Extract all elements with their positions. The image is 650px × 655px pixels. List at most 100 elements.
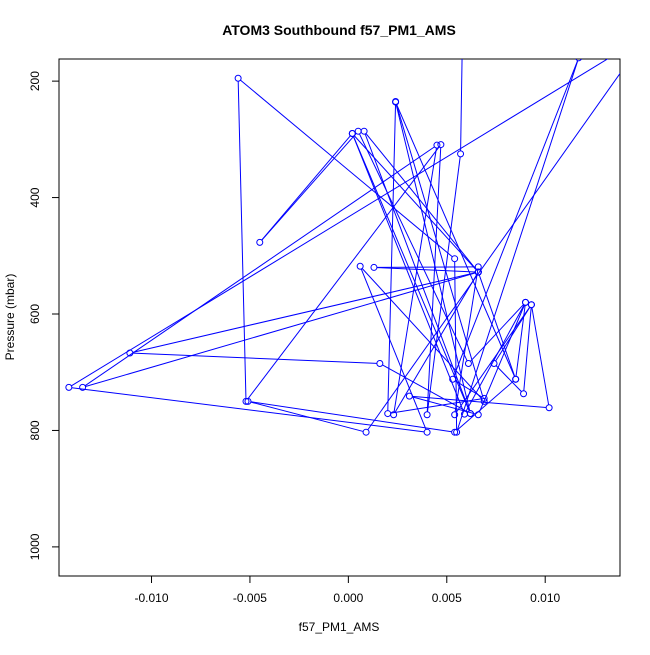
series-line-segment: [85, 272, 476, 388]
series-line-segment: [240, 79, 453, 258]
y-tick-label: 800: [28, 420, 42, 440]
data-point: [480, 394, 488, 402]
series-line-segment: [453, 60, 579, 377]
series-line-segment: [454, 269, 479, 412]
series-layer: [65, 26, 650, 436]
data-point: [457, 150, 465, 158]
data-point: [474, 263, 482, 271]
data-point: [256, 238, 264, 246]
series-line-segment: [376, 267, 476, 273]
data-point: [356, 262, 364, 270]
series-line-segment: [382, 364, 469, 413]
data-point: [65, 383, 73, 391]
series-line-segment: [460, 59, 463, 151]
series-line-segment: [364, 133, 470, 411]
series-line-segment: [247, 146, 440, 400]
series-line-segment: [387, 104, 397, 411]
data-point: [449, 375, 457, 383]
data-point: [451, 411, 459, 419]
data-point: [126, 349, 134, 357]
series-line-segment: [457, 60, 579, 430]
data-point: [390, 411, 398, 419]
x-axis-label: f57_PM1_AMS: [299, 620, 380, 634]
data-point: [437, 141, 445, 149]
data-point: [384, 410, 392, 418]
series-line-segment: [465, 304, 525, 412]
series-line-segment: [359, 133, 468, 361]
series-line-segment: [352, 136, 464, 412]
data-point: [645, 32, 650, 38]
series-line-segment: [393, 148, 437, 412]
data-point: [545, 404, 553, 412]
series-line-segment: [454, 261, 458, 430]
data-point: [520, 390, 528, 398]
series-line-segment: [531, 307, 550, 405]
series-line-segment: [394, 274, 478, 413]
y-tick-label: 600: [28, 304, 42, 324]
x-tick-label: 0.010: [530, 591, 560, 605]
data-point: [464, 359, 472, 367]
data-point: [242, 397, 250, 405]
series-line-segment: [495, 306, 531, 362]
data-point: [522, 298, 530, 306]
series-line-segment: [261, 135, 351, 241]
series-line-segment: [456, 380, 514, 431]
series-line-segment: [396, 104, 515, 377]
data-point: [348, 130, 356, 138]
data-point: [376, 359, 384, 367]
data-point: [244, 397, 252, 405]
series-line-segment: [352, 136, 470, 411]
series-line-segment: [523, 307, 532, 391]
series-line-segment: [376, 266, 476, 268]
x-tick-label: 0.005: [432, 591, 462, 605]
data-point: [423, 411, 431, 419]
data-point: [466, 410, 474, 418]
x-axis: -0.010 -0.005 0.000 0.005 0.010: [135, 576, 561, 605]
x-tick-label: -0.010: [135, 591, 169, 605]
data-point: [360, 127, 368, 135]
series-line-segment: [395, 104, 484, 399]
data-point: [423, 428, 431, 436]
data-point: [575, 59, 582, 62]
series-line-segment: [261, 133, 357, 241]
data-point: [362, 428, 370, 436]
series-line-segment: [478, 304, 525, 413]
series-line-segment: [495, 365, 522, 392]
data-point: [480, 397, 488, 405]
series-line-segment: [412, 395, 547, 408]
chart-title: ATOM3 Southbound f57_PM1_AMS: [222, 22, 456, 38]
y-axis: 200 400 600 800 1000: [28, 71, 59, 560]
data-point: [460, 26, 466, 32]
series-line-segment: [237, 81, 247, 399]
data-point: [527, 301, 535, 309]
x-tick-label: -0.005: [233, 591, 267, 605]
data-point: [474, 268, 482, 276]
series-line-segment: [132, 352, 377, 364]
data-point: [354, 127, 362, 135]
series-line-segment: [71, 59, 609, 387]
series-line-segment: [478, 274, 516, 377]
data-point: [405, 392, 413, 400]
y-axis-label: Pressure (mbar): [3, 274, 17, 361]
y-tick-label: 200: [28, 71, 42, 91]
data-point: [512, 375, 520, 383]
series-line-segment: [365, 133, 477, 271]
data-point: [453, 428, 461, 436]
data-point: [451, 255, 459, 263]
y-tick-label: 1000: [28, 533, 42, 560]
y-tick-label: 400: [28, 187, 42, 207]
data-point: [451, 428, 459, 436]
series-line-segment: [395, 104, 471, 411]
data-point: [79, 383, 87, 391]
data-point: [370, 263, 378, 271]
plot-frame: [58, 58, 621, 577]
series-line-segment: [250, 401, 452, 433]
series-line-segment: [84, 146, 435, 387]
series-line-segment: [360, 268, 427, 430]
data-point: [490, 359, 498, 367]
series-line-segment: [426, 147, 442, 412]
series-line-segment: [250, 401, 364, 432]
series-line-segment: [71, 387, 425, 433]
